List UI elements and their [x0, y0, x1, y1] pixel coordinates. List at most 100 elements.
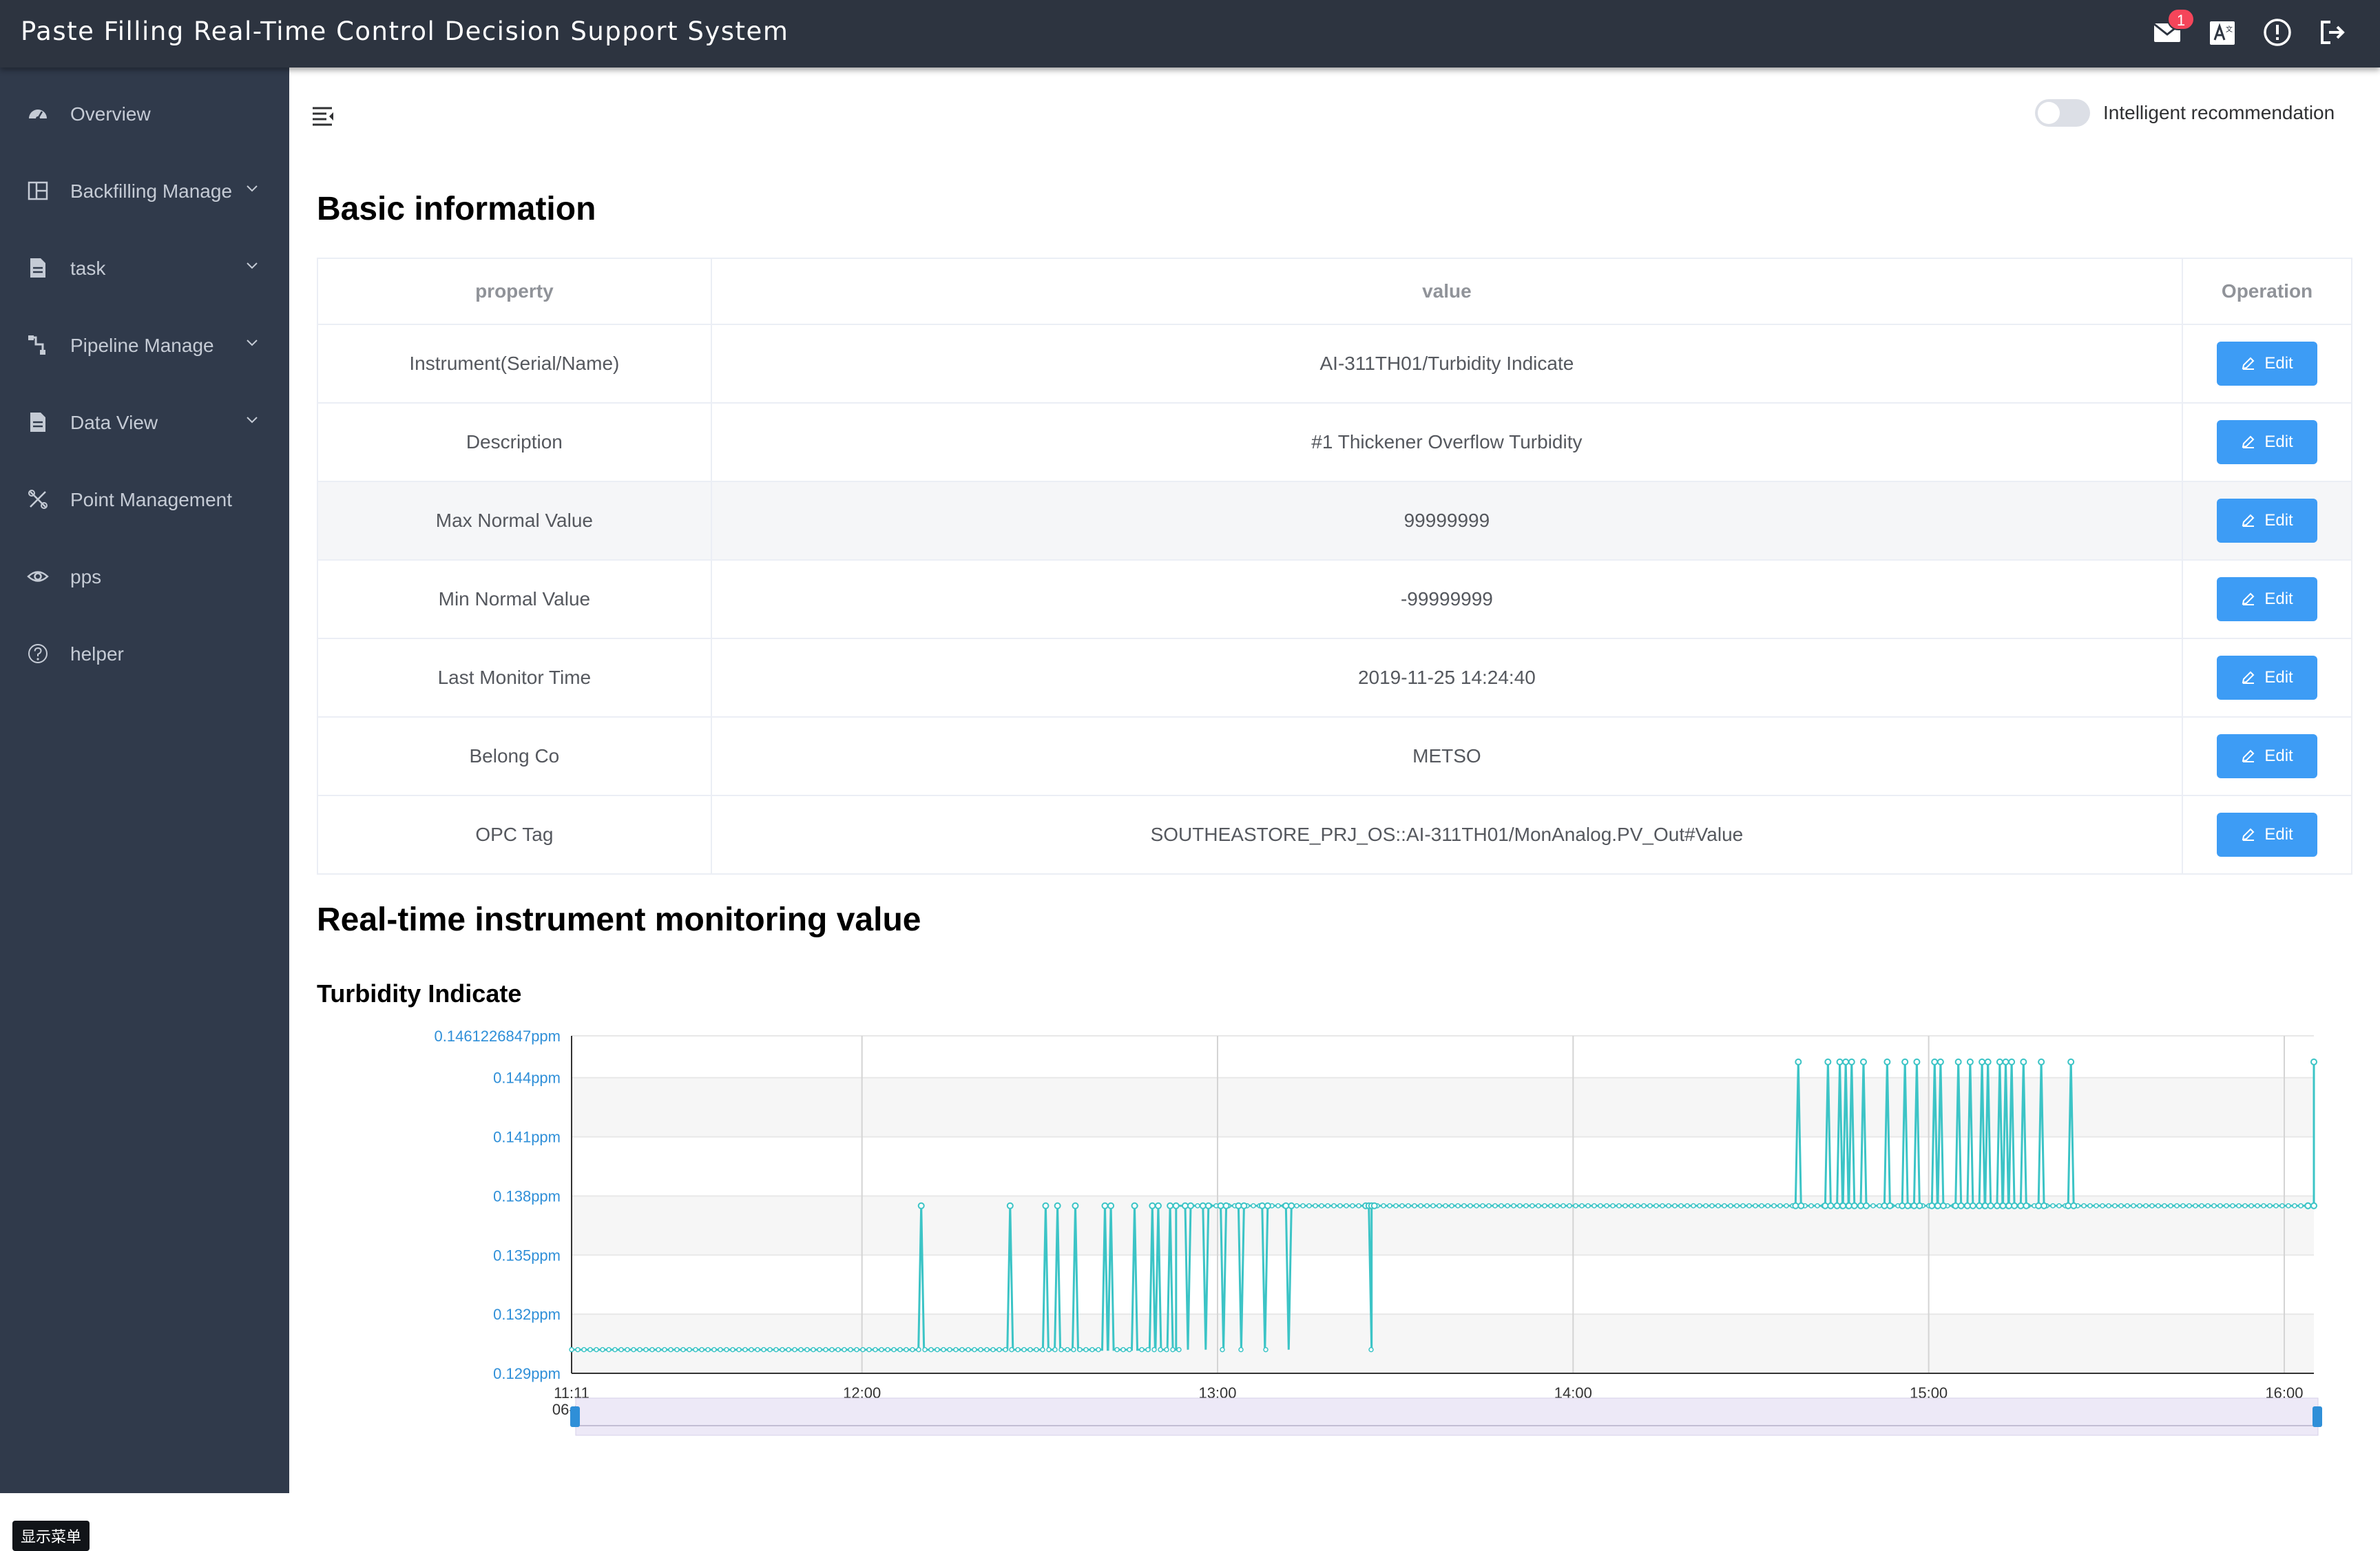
chevron-down-icon [247, 417, 258, 424]
data-point [1870, 1203, 1876, 1209]
data-point [1728, 1203, 1733, 1209]
data-point [2217, 1203, 2223, 1209]
data-point [1653, 1203, 1659, 1209]
eye-icon [26, 565, 50, 588]
data-point [2224, 1203, 2229, 1209]
data-point [2017, 1202, 2025, 1209]
sidebar-item-point-management[interactable]: Point Management [0, 468, 289, 526]
sidebar-item-overview[interactable]: Overview [0, 83, 289, 140]
data-point [1034, 1346, 1039, 1353]
data-point [1703, 1203, 1709, 1209]
data-point [2100, 1203, 2105, 1209]
data-point [2056, 1203, 2062, 1209]
translate-icon[interactable]: 文 [2205, 15, 2240, 50]
edit-button[interactable]: Edit [2217, 420, 2318, 464]
data-point [1981, 1202, 1989, 1209]
data-point [1240, 1202, 1248, 1209]
sidebar-item-label: pps [70, 566, 102, 587]
toggle-knob [2038, 102, 2060, 124]
data-point [1859, 1058, 1867, 1065]
data-point [1072, 1202, 1079, 1209]
sidebar-item-helper[interactable]: helper [0, 623, 289, 680]
data-point [2087, 1203, 2093, 1209]
data-point [705, 1346, 711, 1353]
data-point [1264, 1202, 1271, 1209]
property-cell: Max Normal Value [317, 481, 712, 561]
data-point [773, 1346, 779, 1353]
data-point [829, 1346, 835, 1353]
data-point [780, 1346, 785, 1353]
data-point [1784, 1203, 1789, 1209]
data-point [1046, 1346, 1052, 1353]
data-point [569, 1346, 574, 1353]
chevron-down-icon [247, 185, 258, 192]
data-point [1647, 1203, 1653, 1209]
data-point [2236, 1203, 2242, 1209]
data-point [1387, 1203, 1392, 1209]
layout-icon [26, 179, 50, 202]
data-point [755, 1346, 760, 1353]
edit-button[interactable]: Edit [2217, 656, 2318, 700]
data-point [1251, 1203, 1256, 1209]
data-point [1176, 1346, 1182, 1353]
svg-text:文: 文 [2226, 25, 2233, 34]
data-point [1480, 1203, 1485, 1209]
data-point [1666, 1203, 1671, 1209]
data-point [1931, 1058, 1939, 1065]
data-point [631, 1346, 636, 1353]
data-point [612, 1346, 618, 1353]
sidebar-item-pipeline-manage[interactable]: Pipeline Manage [0, 314, 289, 372]
dashboard-icon [26, 102, 50, 125]
data-point [1235, 1202, 1242, 1209]
data-point [1635, 1203, 1640, 1209]
data-point [643, 1346, 649, 1353]
sidebar-item-label: Overview [70, 103, 151, 125]
data-point [656, 1346, 661, 1353]
data-point [953, 1346, 959, 1353]
data-point [1331, 1203, 1337, 1209]
question-icon [26, 642, 50, 665]
data-point [1966, 1058, 1974, 1065]
edit-button[interactable]: Edit [2217, 813, 2318, 857]
collapse-menu-icon[interactable] [311, 103, 336, 128]
edit-button[interactable]: Edit [2217, 499, 2318, 543]
data-point [1591, 1203, 1597, 1209]
data-point [1199, 1202, 1207, 1209]
data-point [1904, 1202, 1912, 1209]
data-point [1987, 1202, 1994, 1209]
edit-label: Edit [2264, 511, 2293, 530]
data-point [618, 1346, 624, 1353]
data-point [699, 1346, 704, 1353]
sidebar-item-pps[interactable]: pps [0, 545, 289, 603]
edit-button[interactable]: Edit [2217, 734, 2318, 778]
sidebar-item-task[interactable]: task [0, 237, 289, 295]
data-point [2310, 1058, 2317, 1065]
sidebar-item-data-view[interactable]: Data View [0, 391, 289, 449]
show-menu-button[interactable]: 显示菜单 [12, 1521, 90, 1551]
data-point [2168, 1203, 2173, 1209]
operation-cell: Edit [2182, 324, 2352, 404]
edit-button[interactable]: Edit [2217, 342, 2318, 386]
sidebar-item-label: helper [70, 643, 124, 665]
y-tick-label: 0.1461226847ppm [435, 1028, 561, 1045]
data-point [1313, 1203, 1318, 1209]
intelligent-recommendation-toggle[interactable] [2035, 99, 2090, 127]
data-point [2008, 1058, 2016, 1065]
alert-circle-icon[interactable] [2260, 15, 2295, 50]
operation-cell: Edit [2182, 795, 2352, 875]
logout-icon[interactable] [2315, 15, 2350, 50]
data-point [1356, 1203, 1361, 1209]
data-point [1886, 1202, 1894, 1209]
column-header-value: value [710, 258, 2184, 325]
edit-button[interactable]: Edit [2217, 577, 2318, 621]
tools-icon [26, 488, 50, 511]
data-point [786, 1346, 791, 1353]
data-point [2155, 1203, 2161, 1209]
data-point [835, 1346, 841, 1353]
data-point [2242, 1203, 2248, 1209]
data-point [1753, 1203, 1758, 1209]
data-point [1976, 1202, 1983, 1209]
data-point [2292, 1203, 2297, 1209]
data-point [2211, 1203, 2217, 1209]
sidebar-item-backfilling-manage[interactable]: Backfilling Manage [0, 160, 289, 218]
